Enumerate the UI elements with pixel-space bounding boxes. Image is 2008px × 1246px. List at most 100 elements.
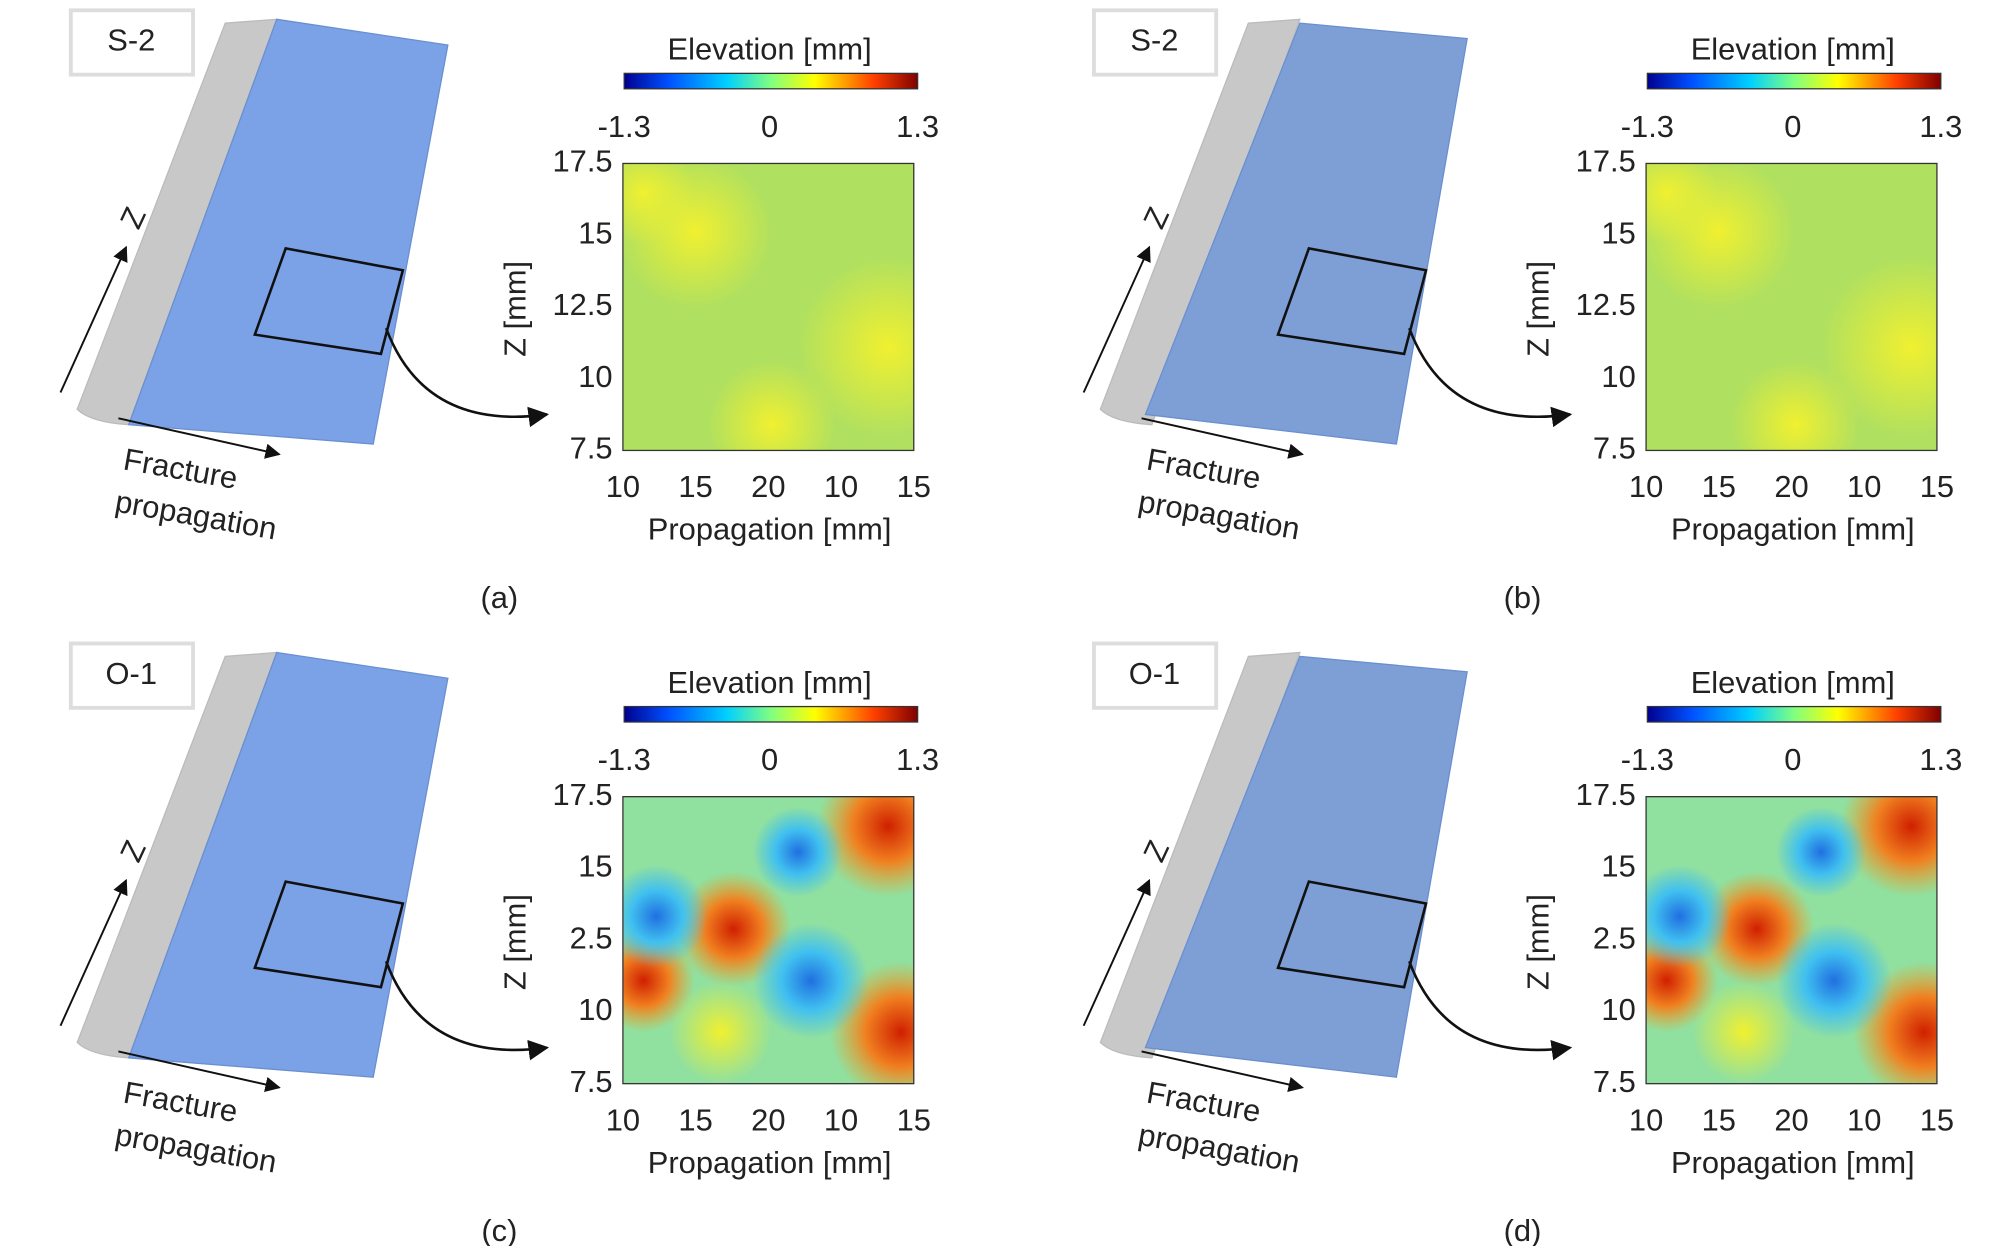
y-tick-label: 15	[578, 215, 612, 250]
x-tick-label: 15	[1702, 1102, 1736, 1137]
colorbar-title: Elevation [mm]	[668, 32, 872, 67]
z-arrow	[59, 245, 128, 393]
y-tick-label: 17.5	[1576, 144, 1636, 179]
heatmap	[622, 796, 914, 1084]
z-axis-label: Z	[1136, 202, 1176, 234]
colorbar	[623, 72, 919, 90]
z-axis-label: Z	[113, 835, 153, 867]
y-tick-label: 7.5	[1593, 431, 1636, 466]
sample-box	[1092, 641, 1219, 710]
x-tick-label: 15	[897, 1102, 931, 1137]
colorbar-tick-label: 0	[761, 109, 778, 144]
x-tick-label: 15	[678, 1102, 712, 1137]
heatmap-region	[752, 806, 843, 898]
heatmap-region	[752, 922, 869, 1039]
heatmap	[1646, 796, 1937, 1084]
heatmap-region	[622, 864, 708, 968]
heatmap	[1646, 163, 1937, 451]
sample-box	[68, 8, 195, 77]
zoom-arrow	[384, 327, 550, 428]
fracture-surface	[127, 18, 449, 445]
roi-square	[1276, 246, 1428, 356]
caption: (a)	[480, 580, 518, 615]
sample-box	[1092, 8, 1219, 77]
x-tick-label: 15	[897, 469, 931, 504]
heatmap-frame	[1645, 796, 1938, 1085]
y-tick-label: 12.5	[1576, 287, 1636, 322]
x-tick-label: 10	[824, 469, 858, 504]
x-tick-label: 10	[1847, 1102, 1881, 1137]
heatmap-region	[1776, 922, 1892, 1039]
colorbar	[623, 705, 919, 723]
x-tick-label: 20	[1774, 469, 1808, 504]
fracture-arrow	[118, 417, 281, 459]
x-tick-label: 20	[751, 1102, 785, 1137]
z-arrow	[59, 878, 128, 1027]
heatmap-region	[817, 796, 914, 898]
roi-square	[253, 880, 405, 989]
sample-label: S-2	[1130, 23, 1178, 58]
z-arrow	[1082, 245, 1151, 393]
zoom-arrow	[384, 960, 550, 1061]
x-tick-label: 15	[1920, 1102, 1954, 1137]
fracture-label: propagation	[113, 1117, 280, 1180]
x-tick-label: 15	[1920, 469, 1954, 504]
y-tick-label: 10	[578, 359, 612, 394]
fracture-label: propagation	[1136, 484, 1303, 547]
y-axis-label: Z [mm]	[498, 894, 533, 990]
x-tick-label: 10	[1629, 1102, 1663, 1137]
colorbar-tick-label: 1.3	[1919, 109, 1962, 144]
y-tick-label: 7.5	[1593, 1064, 1636, 1099]
heatmap-frame	[622, 796, 915, 1085]
colorbar	[1646, 72, 1942, 90]
heatmap-frame	[1645, 162, 1938, 452]
fracture-surface	[127, 651, 449, 1078]
caption: (d)	[1504, 1213, 1542, 1246]
zoom-arrow	[1408, 327, 1573, 428]
x-axis-label: Propagation [mm]	[648, 1145, 892, 1180]
z-arrow	[1082, 878, 1151, 1027]
z-axis-label: Z	[1136, 835, 1176, 867]
colorbar-tick-label: 0	[1784, 742, 1801, 777]
colorbar-tick-label: 1.3	[1919, 742, 1962, 777]
colorbar-title: Elevation [mm]	[1691, 665, 1895, 700]
roi-square	[1276, 880, 1428, 989]
colorbar-tick-label: -1.3	[598, 109, 651, 144]
x-tick-label: 15	[1702, 469, 1736, 504]
heatmap-region	[707, 360, 837, 451]
x-tick-label: 20	[1774, 1102, 1808, 1137]
heatmap-region	[669, 980, 773, 1084]
fracture-label: propagation	[113, 484, 280, 547]
y-tick-label: 17.5	[1576, 777, 1636, 812]
y-tick-label: 17.5	[553, 144, 613, 179]
fracture-surface	[1144, 655, 1468, 1078]
y-tick-label: 2.5	[570, 920, 613, 955]
x-axis-label: Propagation [mm]	[1671, 512, 1915, 547]
y-tick-label: 10	[1601, 359, 1635, 394]
sample-label: O-1	[106, 656, 157, 691]
fracture-label: propagation	[1136, 1117, 1303, 1180]
roi-square	[253, 246, 405, 356]
fracture-arrow	[1141, 1050, 1304, 1093]
sample-box	[68, 641, 195, 710]
colorbar-tick-label: -1.3	[1621, 742, 1674, 777]
colorbar-tick-label: -1.3	[1621, 109, 1674, 144]
x-tick-label: 20	[751, 469, 785, 504]
x-tick-label: 10	[1847, 469, 1881, 504]
y-tick-label: 15	[578, 849, 612, 884]
fracture-surface	[1144, 22, 1468, 445]
colorbar	[1646, 705, 1942, 723]
z-axis-label: Z	[113, 202, 153, 234]
y-tick-label: 15	[1601, 849, 1635, 884]
heatmap-region	[1731, 360, 1860, 451]
x-tick-label: 10	[824, 1102, 858, 1137]
colorbar-tick-label: 0	[761, 742, 778, 777]
fracture-arrow	[118, 1050, 281, 1093]
y-tick-label: 7.5	[570, 1064, 613, 1099]
x-axis-label: Propagation [mm]	[1671, 1145, 1915, 1180]
colorbar-tick-label: -1.3	[598, 742, 651, 777]
